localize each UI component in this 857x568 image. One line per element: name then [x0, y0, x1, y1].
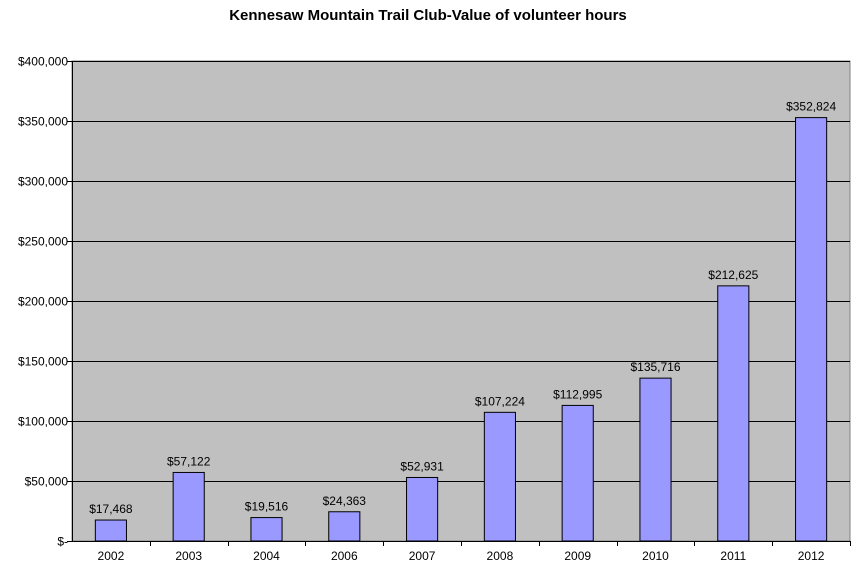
- y-tick-label: $150,000: [18, 355, 68, 369]
- bar: [795, 117, 828, 542]
- data-label: $17,468: [89, 502, 133, 516]
- y-tick-label: $200,000: [18, 295, 68, 309]
- y-tick-label: $250,000: [18, 235, 68, 249]
- y-tick-label: $400,000: [18, 55, 68, 69]
- bar: [717, 285, 750, 542]
- x-tick-label: 2003: [175, 549, 202, 563]
- bar: [561, 404, 594, 542]
- data-label: $57,122: [167, 454, 211, 468]
- bar: [94, 519, 127, 542]
- data-label: $24,363: [323, 494, 367, 508]
- chart-title: Kennesaw Mountain Trail Club-Value of vo…: [229, 7, 627, 24]
- data-labels: $17,468 $57,122 $19,516 $24,363 $52,931 $107,…: [89, 100, 836, 516]
- bar: [328, 511, 361, 542]
- bar: [406, 476, 439, 542]
- data-label: $107,224: [475, 394, 525, 408]
- data-label: $135,716: [630, 360, 680, 374]
- x-tick-label: 2010: [642, 549, 669, 563]
- bar: [172, 471, 205, 542]
- y-tick-label: $50,000: [25, 475, 69, 489]
- y-tick-label: $-: [57, 535, 68, 549]
- data-label: $52,931: [400, 459, 444, 473]
- x-tick-label: 2012: [798, 549, 825, 563]
- axes: $- $50,000 $100,000 $150,000 $200,000 $250,00…: [18, 55, 851, 563]
- bar: [250, 517, 283, 542]
- data-label: $112,995: [553, 387, 602, 401]
- data-label: $212,625: [708, 268, 758, 282]
- x-tick-label: 2004: [253, 549, 280, 563]
- y-tick-label: $100,000: [18, 415, 68, 429]
- x-tick-label: 2007: [409, 549, 436, 563]
- x-tick-label: 2008: [487, 549, 514, 563]
- y-tick-label: $350,000: [18, 115, 68, 129]
- x-tick-label: 2011: [720, 549, 746, 563]
- data-label: $352,824: [786, 100, 836, 114]
- x-tick-label: 2002: [98, 549, 125, 563]
- bar: [639, 377, 672, 542]
- bars: [94, 117, 828, 542]
- x-tick-label: 2009: [564, 549, 591, 563]
- bar: [483, 411, 516, 542]
- data-label: $19,516: [245, 500, 289, 514]
- x-tick-label: 2006: [331, 549, 358, 563]
- y-tick-label: $300,000: [18, 175, 68, 189]
